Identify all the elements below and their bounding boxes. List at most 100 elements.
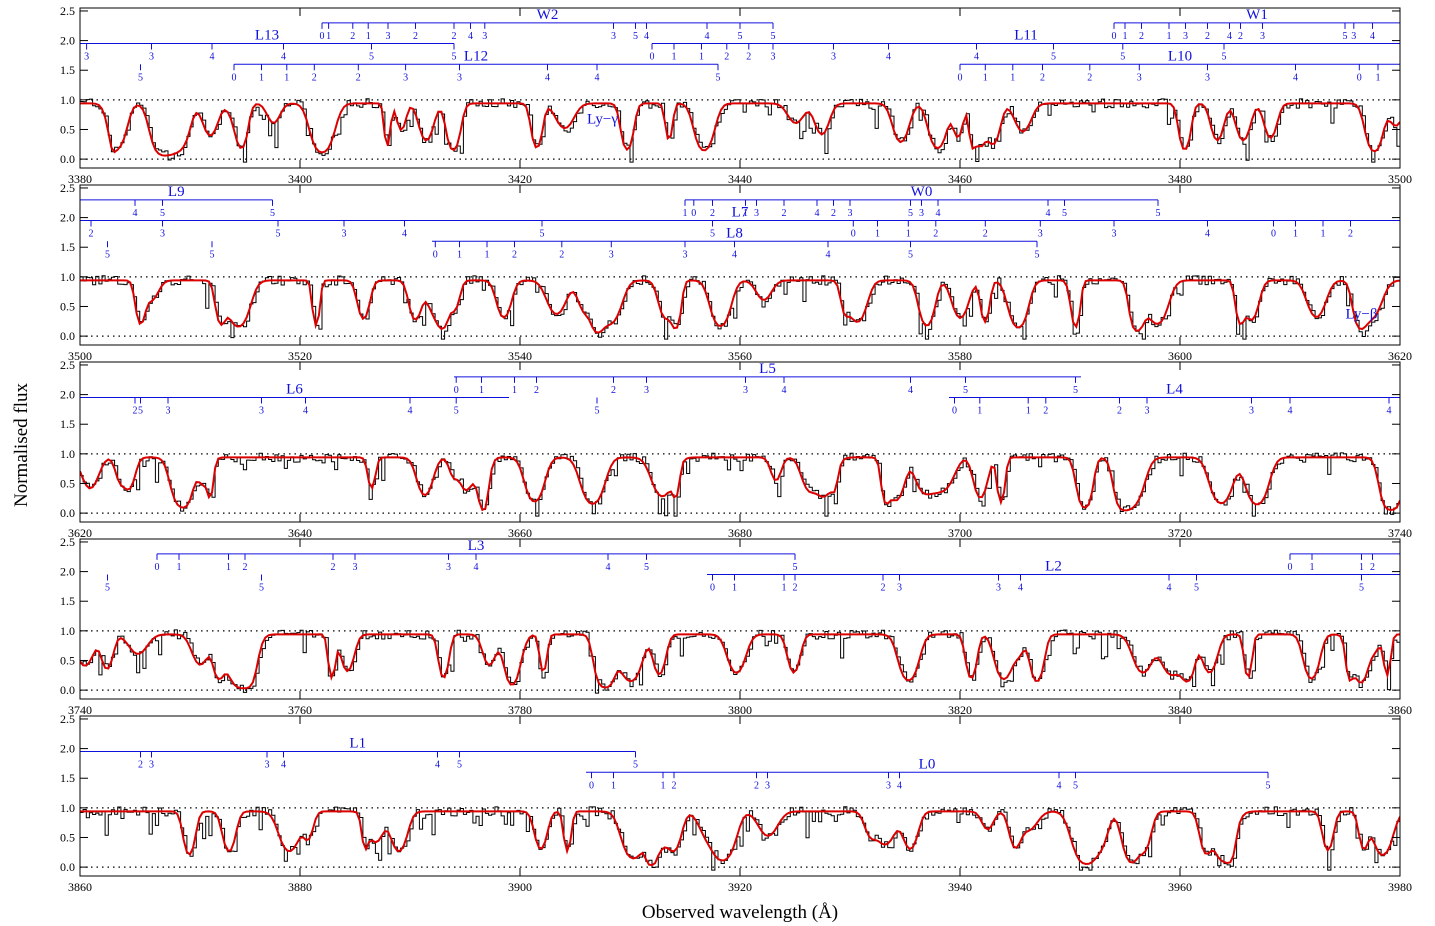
system-L13-tick-label: 4 (281, 52, 286, 63)
system-L11-tick-label: 3 (771, 52, 776, 63)
model-fit (80, 810, 1400, 867)
system-L7-row-tick-label: 4 (1205, 229, 1210, 240)
x-tick-label: 3660 (508, 526, 532, 540)
system-L1-tick-label: 2 (138, 760, 143, 771)
system-L7-row-tick-label: 3 (1112, 229, 1117, 240)
x-tick-label: 3740 (68, 703, 92, 717)
x-tick-label: 3500 (1388, 172, 1412, 186)
x-tick-label: 3520 (288, 349, 312, 363)
system-W0-tick-label: 3 (848, 208, 853, 219)
system-L7-tick-label: 3 (342, 229, 347, 240)
system-L13-name: L13 (255, 28, 279, 44)
system-L0-tick-label: 4 (897, 780, 902, 791)
y-tick-label: 2.0 (60, 742, 75, 756)
y-tick-label: 0.0 (60, 152, 75, 166)
x-tick-label: 3960 (1168, 880, 1192, 894)
system-W0-tick-label: 4 (1046, 208, 1051, 219)
y-tick-label: 1.5 (60, 63, 75, 77)
system-L9-tick-label: 4 (133, 208, 138, 219)
system-L7-row-tick-label: 1 (906, 229, 911, 240)
system-L8-tick-label: 4 (826, 249, 831, 260)
system-W1-tick-label: 3 (1183, 31, 1188, 42)
x-tick-label: 3480 (1168, 172, 1192, 186)
system-L12-tick-label: 3 (457, 72, 462, 83)
system-L10-tick-label: 2 (1087, 72, 1092, 83)
system-L3-tick-label: 3 (353, 562, 358, 573)
system-W2-tick-label: 1 (326, 31, 331, 42)
system-L11-tick-label: 5 (1222, 52, 1227, 63)
system-W0-tick-label: 4 (815, 208, 820, 219)
system-L3-tick-label: 1 (226, 562, 231, 573)
system-W2-tick-label: 2 (452, 31, 457, 42)
system-L4-tick-label: 2 (1043, 406, 1048, 417)
y-tick-label: 1.0 (60, 270, 75, 284)
system-W0-name: W0 (911, 184, 933, 200)
annotation-label: Ly−γ (587, 112, 618, 128)
system-W0-tick-label: 5 (1062, 208, 1067, 219)
x-tick-label: 3760 (288, 703, 312, 717)
system-W0-tick-label: 5 (1156, 208, 1161, 219)
system-L8-tick-label: 5 (210, 249, 215, 260)
system-L3-tick-label: 5 (644, 562, 649, 573)
system-L6-tick-label: 3 (259, 406, 264, 417)
observed-spectrum (80, 452, 1400, 517)
system-L6-tick-label: 5 (138, 406, 143, 417)
y-tick-label: 2.0 (60, 34, 75, 48)
system-L0-tick-label: 4 (1057, 780, 1062, 791)
y-tick-label: 2.0 (60, 211, 75, 225)
system-W1-tick-label: 2 (1238, 31, 1243, 42)
system-L10-tick-label: 1 (983, 72, 988, 83)
system-L5-tick-label: 0 (454, 385, 459, 396)
system-L7-tick-label: 3 (160, 229, 165, 240)
system-L13-tick-label: 3 (149, 52, 154, 63)
system-W0-tick-label: 2 (782, 208, 787, 219)
system-L8-tick-label: 4 (732, 249, 737, 260)
system-L6-name: L6 (286, 382, 303, 398)
system-L5-tick-label: 3 (743, 385, 748, 396)
system-L1-row-tick-label: 1 (1359, 562, 1364, 573)
system-L5-tick-label: 4 (782, 385, 787, 396)
system-L12-tick-label: 0 (232, 72, 237, 83)
system-L4-tick-label: 4 (1387, 406, 1392, 417)
system-L2-tick-label: 2 (881, 583, 886, 594)
y-tick-label: 1.0 (60, 447, 75, 461)
system-L3-tick-label: 2 (243, 562, 248, 573)
x-tick-label: 3900 (508, 880, 532, 894)
system-L7-tick-label: 5 (710, 229, 715, 240)
system-L6-tick-label: 2 (133, 406, 138, 417)
system-L8-tick-label: 5 (105, 249, 110, 260)
system-L2-tick-label: 5 (1194, 583, 1199, 594)
system-W1-tick-label: 2 (1205, 31, 1210, 42)
x-tick-label: 3940 (948, 880, 972, 894)
system-L8-tick-label: 5 (1035, 249, 1040, 260)
system-L5-tick-label: 5 (963, 385, 968, 396)
system-W2-tick-label: 5 (738, 31, 743, 42)
system-L7-tick-label: 4 (402, 229, 407, 240)
x-tick-label: 3620 (68, 526, 92, 540)
system-L12-tick-label: 1 (259, 72, 264, 83)
system-L0-tick-label: 0 (589, 780, 594, 791)
system-L2-tick-label: 5 (259, 583, 264, 594)
system-W2-tick-label: 2 (350, 31, 355, 42)
system-W0-tick-label: 3 (919, 208, 924, 219)
system-L11-tick-label: 3 (831, 52, 836, 63)
x-tick-label: 3740 (1388, 526, 1412, 540)
panel-frame (79, 361, 1401, 523)
system-W0-tick-label: 3 (754, 208, 759, 219)
y-tick-label: 0.5 (60, 830, 75, 844)
x-tick-label: 3620 (1388, 349, 1412, 363)
system-L8-tick-label: 1 (485, 249, 490, 260)
x-tick-label: 3700 (948, 526, 972, 540)
system-W0-tick-label: 1 (683, 208, 688, 219)
x-tick-label: 3880 (288, 880, 312, 894)
system-L3-tick-label: 4 (606, 562, 611, 573)
system-L3-tick-label: 4 (474, 562, 479, 573)
system-W1-tick-label: 3 (1351, 31, 1356, 42)
y-axis-title: Normalised flux (11, 383, 32, 508)
system-W2-tick-label: 4 (468, 31, 473, 42)
system-L12-tick-label: 3 (403, 72, 408, 83)
system-L1-tick-label: 4 (435, 760, 440, 771)
